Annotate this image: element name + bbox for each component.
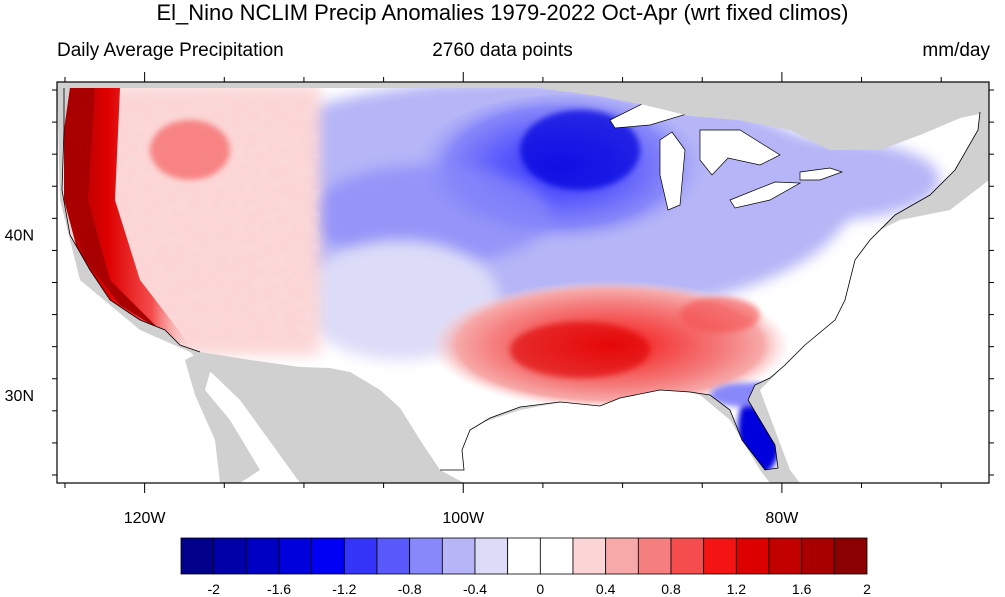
map-title: El_Nino NCLIM Precip Anomalies 1979-2022… bbox=[156, 0, 849, 25]
lake-ontario bbox=[799, 167, 844, 181]
colorbar-label: 1.6 bbox=[792, 581, 812, 597]
colorbar-swatch bbox=[572, 537, 607, 575]
colorbar-label: 0.8 bbox=[661, 581, 681, 597]
gulf-of-mexico bbox=[430, 385, 770, 483]
colorbar-label: -1.6 bbox=[267, 581, 291, 597]
y-tick-label: 40N bbox=[5, 227, 34, 244]
lake-erie bbox=[729, 181, 802, 209]
colorbar-swatch bbox=[376, 537, 411, 575]
colorbar-label: -2 bbox=[207, 581, 220, 597]
center-subtitle: 2760 data points bbox=[432, 40, 573, 61]
colorbar-label: -0.4 bbox=[463, 581, 487, 597]
colorbar-label: -0.8 bbox=[398, 581, 422, 597]
map-plot-area bbox=[57, 82, 989, 483]
canada bbox=[57, 82, 989, 150]
mexico bbox=[185, 352, 464, 483]
colorbar-swatch bbox=[507, 537, 541, 575]
colorbar: -2 -1.6 -1.2 -0.8 -0.4 0 0.4 0.8 1.2 1.6 2 bbox=[180, 537, 871, 597]
lake-huron bbox=[699, 129, 781, 176]
colorbar-swatch bbox=[833, 537, 868, 575]
atlantic-ocean bbox=[760, 180, 989, 483]
colorbar-swatch bbox=[801, 537, 835, 575]
colorbar-label: 2 bbox=[863, 581, 871, 597]
colorbar-swatch bbox=[670, 537, 705, 575]
x-tick-label: 80W bbox=[765, 510, 799, 527]
x-tick-label: 120W bbox=[124, 510, 167, 527]
left-subtitle: Daily Average Precipitation bbox=[57, 40, 284, 61]
colorbar-swatch bbox=[409, 537, 443, 575]
x-tick-label: 100W bbox=[442, 510, 485, 527]
colorbar-swatch bbox=[637, 537, 672, 575]
colorbar-swatch bbox=[539, 537, 574, 575]
colorbar-swatch bbox=[605, 537, 639, 575]
colorbar-label: 1.2 bbox=[727, 581, 747, 597]
colorbar-swatch bbox=[735, 537, 770, 575]
colorbar-swatch bbox=[311, 537, 345, 575]
colorbar-label: -1.2 bbox=[332, 581, 356, 597]
axis-ticks: 120W 100W 80W 40N 30N bbox=[5, 72, 994, 527]
units-label: mm/day bbox=[922, 40, 990, 61]
pacific-ocean bbox=[57, 82, 300, 483]
y-tick-label: 30N bbox=[5, 388, 34, 405]
colorbar-swatch bbox=[441, 537, 476, 575]
colorbar-swatch bbox=[768, 537, 803, 575]
lake-michigan bbox=[659, 131, 686, 211]
colorbar-label: 0.4 bbox=[596, 581, 616, 597]
colorbar-swatch bbox=[245, 537, 280, 575]
colorbar-label: 0 bbox=[536, 581, 544, 597]
colorbar-swatch bbox=[278, 537, 313, 575]
colorbar-swatch bbox=[213, 537, 247, 575]
colorbar-swatch bbox=[180, 537, 215, 575]
colorbar-swatch bbox=[474, 537, 509, 575]
colorbar-swatch bbox=[343, 537, 378, 575]
colorbar-swatch bbox=[703, 537, 737, 575]
